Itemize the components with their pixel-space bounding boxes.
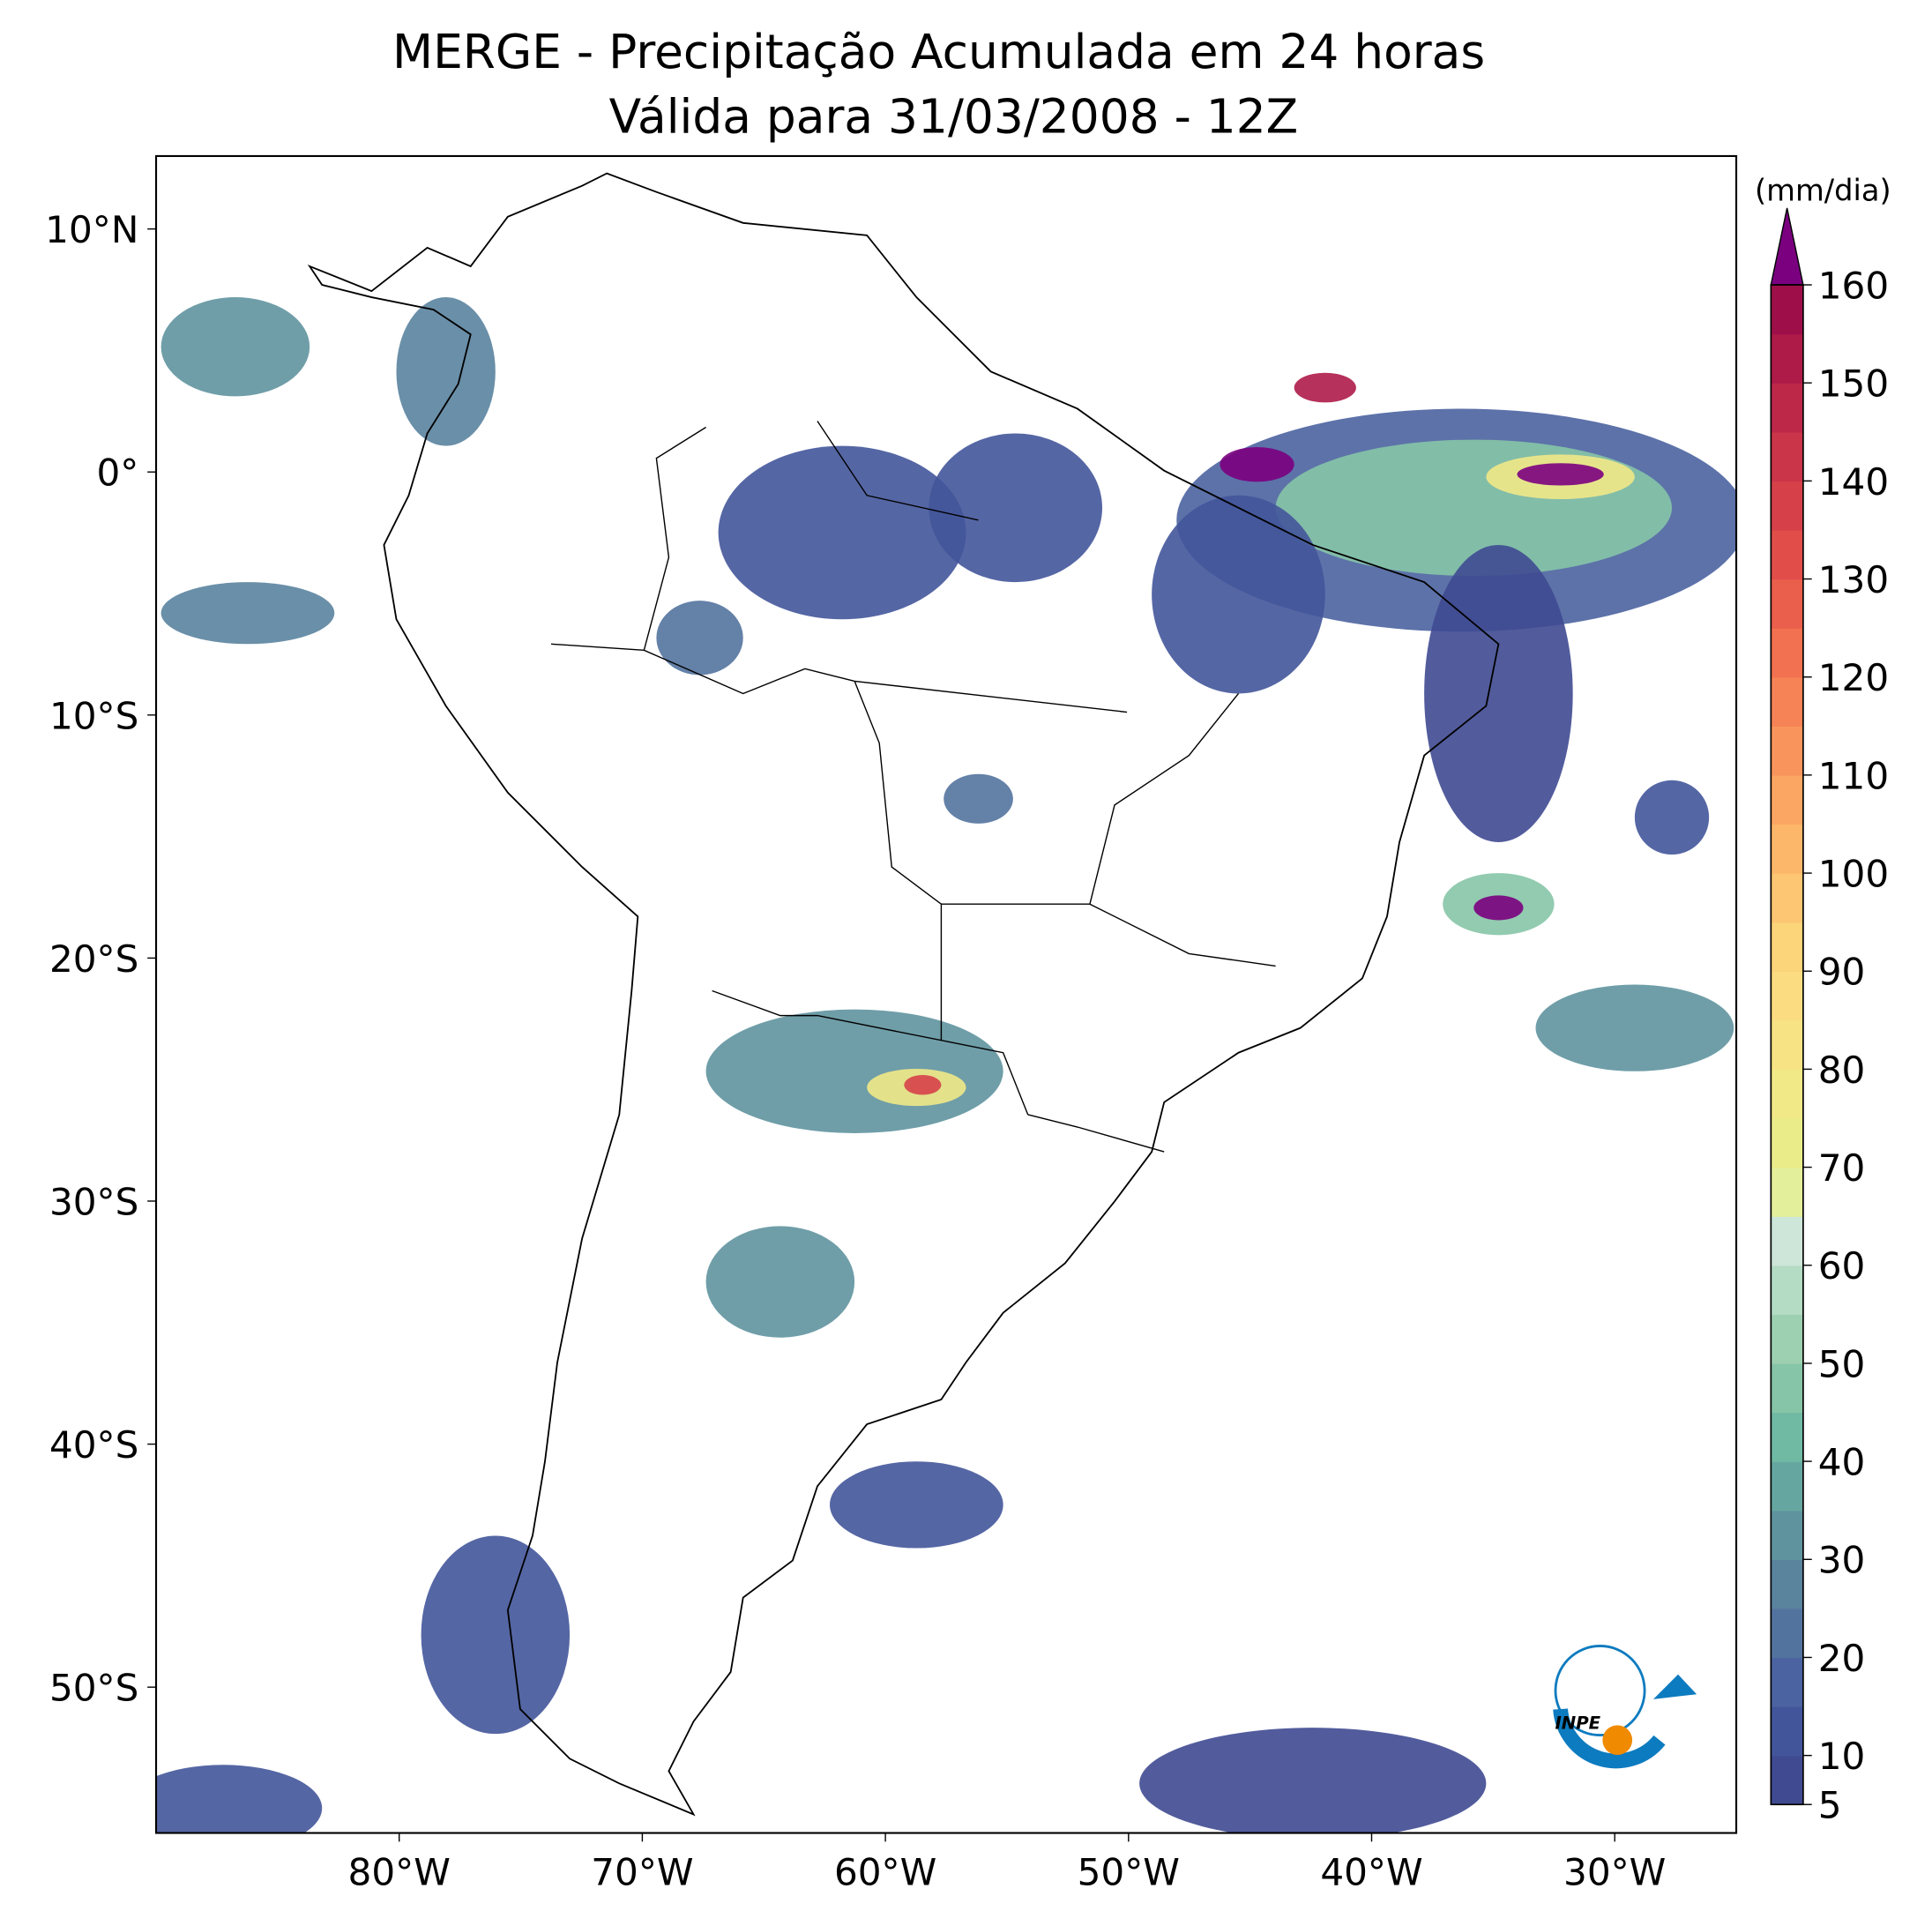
y-tick-label: 0° (96, 452, 138, 495)
colorbar-tick-label: 140 (1818, 460, 1889, 504)
colorbar-band (1771, 873, 1803, 923)
x-tick-label: 50°W (1078, 1851, 1180, 1894)
colorbar-tick-label: 40 (1818, 1441, 1866, 1484)
colorbar-band (1771, 676, 1803, 728)
colorbar-band (1771, 1117, 1803, 1168)
colorbar-band (1771, 1608, 1803, 1659)
colorbar-band (1771, 1461, 1803, 1512)
colorbar-band (1771, 383, 1803, 433)
colorbar-band (1771, 1216, 1803, 1266)
x-tick-label: 30°W (1563, 1851, 1666, 1894)
colorbar-band (1771, 285, 1803, 335)
colorbar-band (1771, 1362, 1803, 1414)
colorbar-tick-label: 160 (1818, 264, 1889, 307)
x-tick-label: 80°W (348, 1851, 451, 1894)
colorbar-band (1771, 726, 1803, 776)
colorbar-band (1771, 922, 1803, 972)
colorbar-band (1771, 1167, 1803, 1217)
title-line-2: Válida para 31/03/2008 - 12Z (609, 88, 1299, 144)
y-tick-label: 50°S (49, 1667, 138, 1710)
colorbar-band (1771, 1657, 1803, 1707)
colorbar-band (1771, 1019, 1803, 1071)
y-tick-label: 10°S (49, 694, 138, 737)
colorbar-tick-label: 5 (1818, 1784, 1842, 1827)
colorbar-band (1771, 774, 1803, 825)
y-tick-label: 40°S (49, 1423, 138, 1467)
map-frame (154, 154, 1738, 1834)
colorbar-band (1771, 1314, 1803, 1364)
colorbar-band (1771, 971, 1803, 1021)
colorbar-tick-label: 90 (1818, 951, 1866, 994)
title-line-1: MERGE - Precipitação Acumulada em 24 hor… (392, 24, 1485, 79)
colorbar-tick-label: 120 (1818, 656, 1889, 699)
colorbar-band (1771, 628, 1803, 678)
y-tick-label: 20°S (49, 937, 138, 981)
colorbar-tick-label: 130 (1818, 558, 1889, 601)
colorbar-tick-label: 110 (1818, 754, 1889, 797)
x-tick-label: 70°W (591, 1851, 693, 1894)
colorbar-band (1771, 1755, 1803, 1805)
colorbar-band (1771, 1706, 1803, 1757)
colorbar-unit: (mm/dia) (1755, 174, 1891, 208)
y-tick-label: 30°S (49, 1180, 138, 1223)
logo-arrow (1652, 1674, 1697, 1699)
coastline (307, 172, 1500, 1817)
logo-dot (1602, 1725, 1633, 1756)
colorbar-band (1771, 431, 1803, 482)
colorbar-tick-label: 150 (1818, 362, 1889, 406)
colorbar-band (1771, 1265, 1803, 1316)
colorbar-tick-label: 20 (1818, 1637, 1866, 1680)
colorbar-extension (1770, 207, 1804, 286)
colorbar-tick-label: 30 (1818, 1539, 1866, 1582)
colorbar-band (1771, 1412, 1803, 1462)
x-tick-label: 40°W (1320, 1851, 1422, 1894)
colorbar-tick-label: 60 (1818, 1244, 1866, 1288)
colorbar-band (1771, 579, 1803, 629)
inpe-logo: INPE (1553, 1645, 1697, 1769)
colorbar-band (1771, 333, 1803, 384)
logo-arc (1553, 1708, 1666, 1769)
colorbar-band (1771, 481, 1803, 531)
colorbar-tick-label: 50 (1818, 1342, 1866, 1385)
colorbar-band (1771, 824, 1803, 874)
precipitation-field (156, 297, 1737, 1833)
colorbar-tick-label: 10 (1818, 1735, 1866, 1778)
x-tick-label: 60°W (834, 1851, 936, 1894)
borders (550, 421, 1276, 1153)
colorbar-band (1771, 529, 1803, 580)
logo-ring (1554, 1645, 1646, 1736)
logo-text: INPE (1555, 1713, 1600, 1734)
colorbar-band (1771, 1510, 1803, 1560)
y-tick-label: 10°N (45, 208, 138, 251)
map-area (156, 172, 1737, 1833)
colorbar-frame (1770, 284, 1804, 1806)
colorbar-tick-label: 80 (1818, 1049, 1866, 1092)
colorbar-tick-label: 100 (1818, 853, 1889, 896)
colorbar-tick-label: 70 (1818, 1146, 1866, 1190)
colorbar-band (1771, 1069, 1803, 1119)
colorbar-band (1771, 1559, 1803, 1609)
